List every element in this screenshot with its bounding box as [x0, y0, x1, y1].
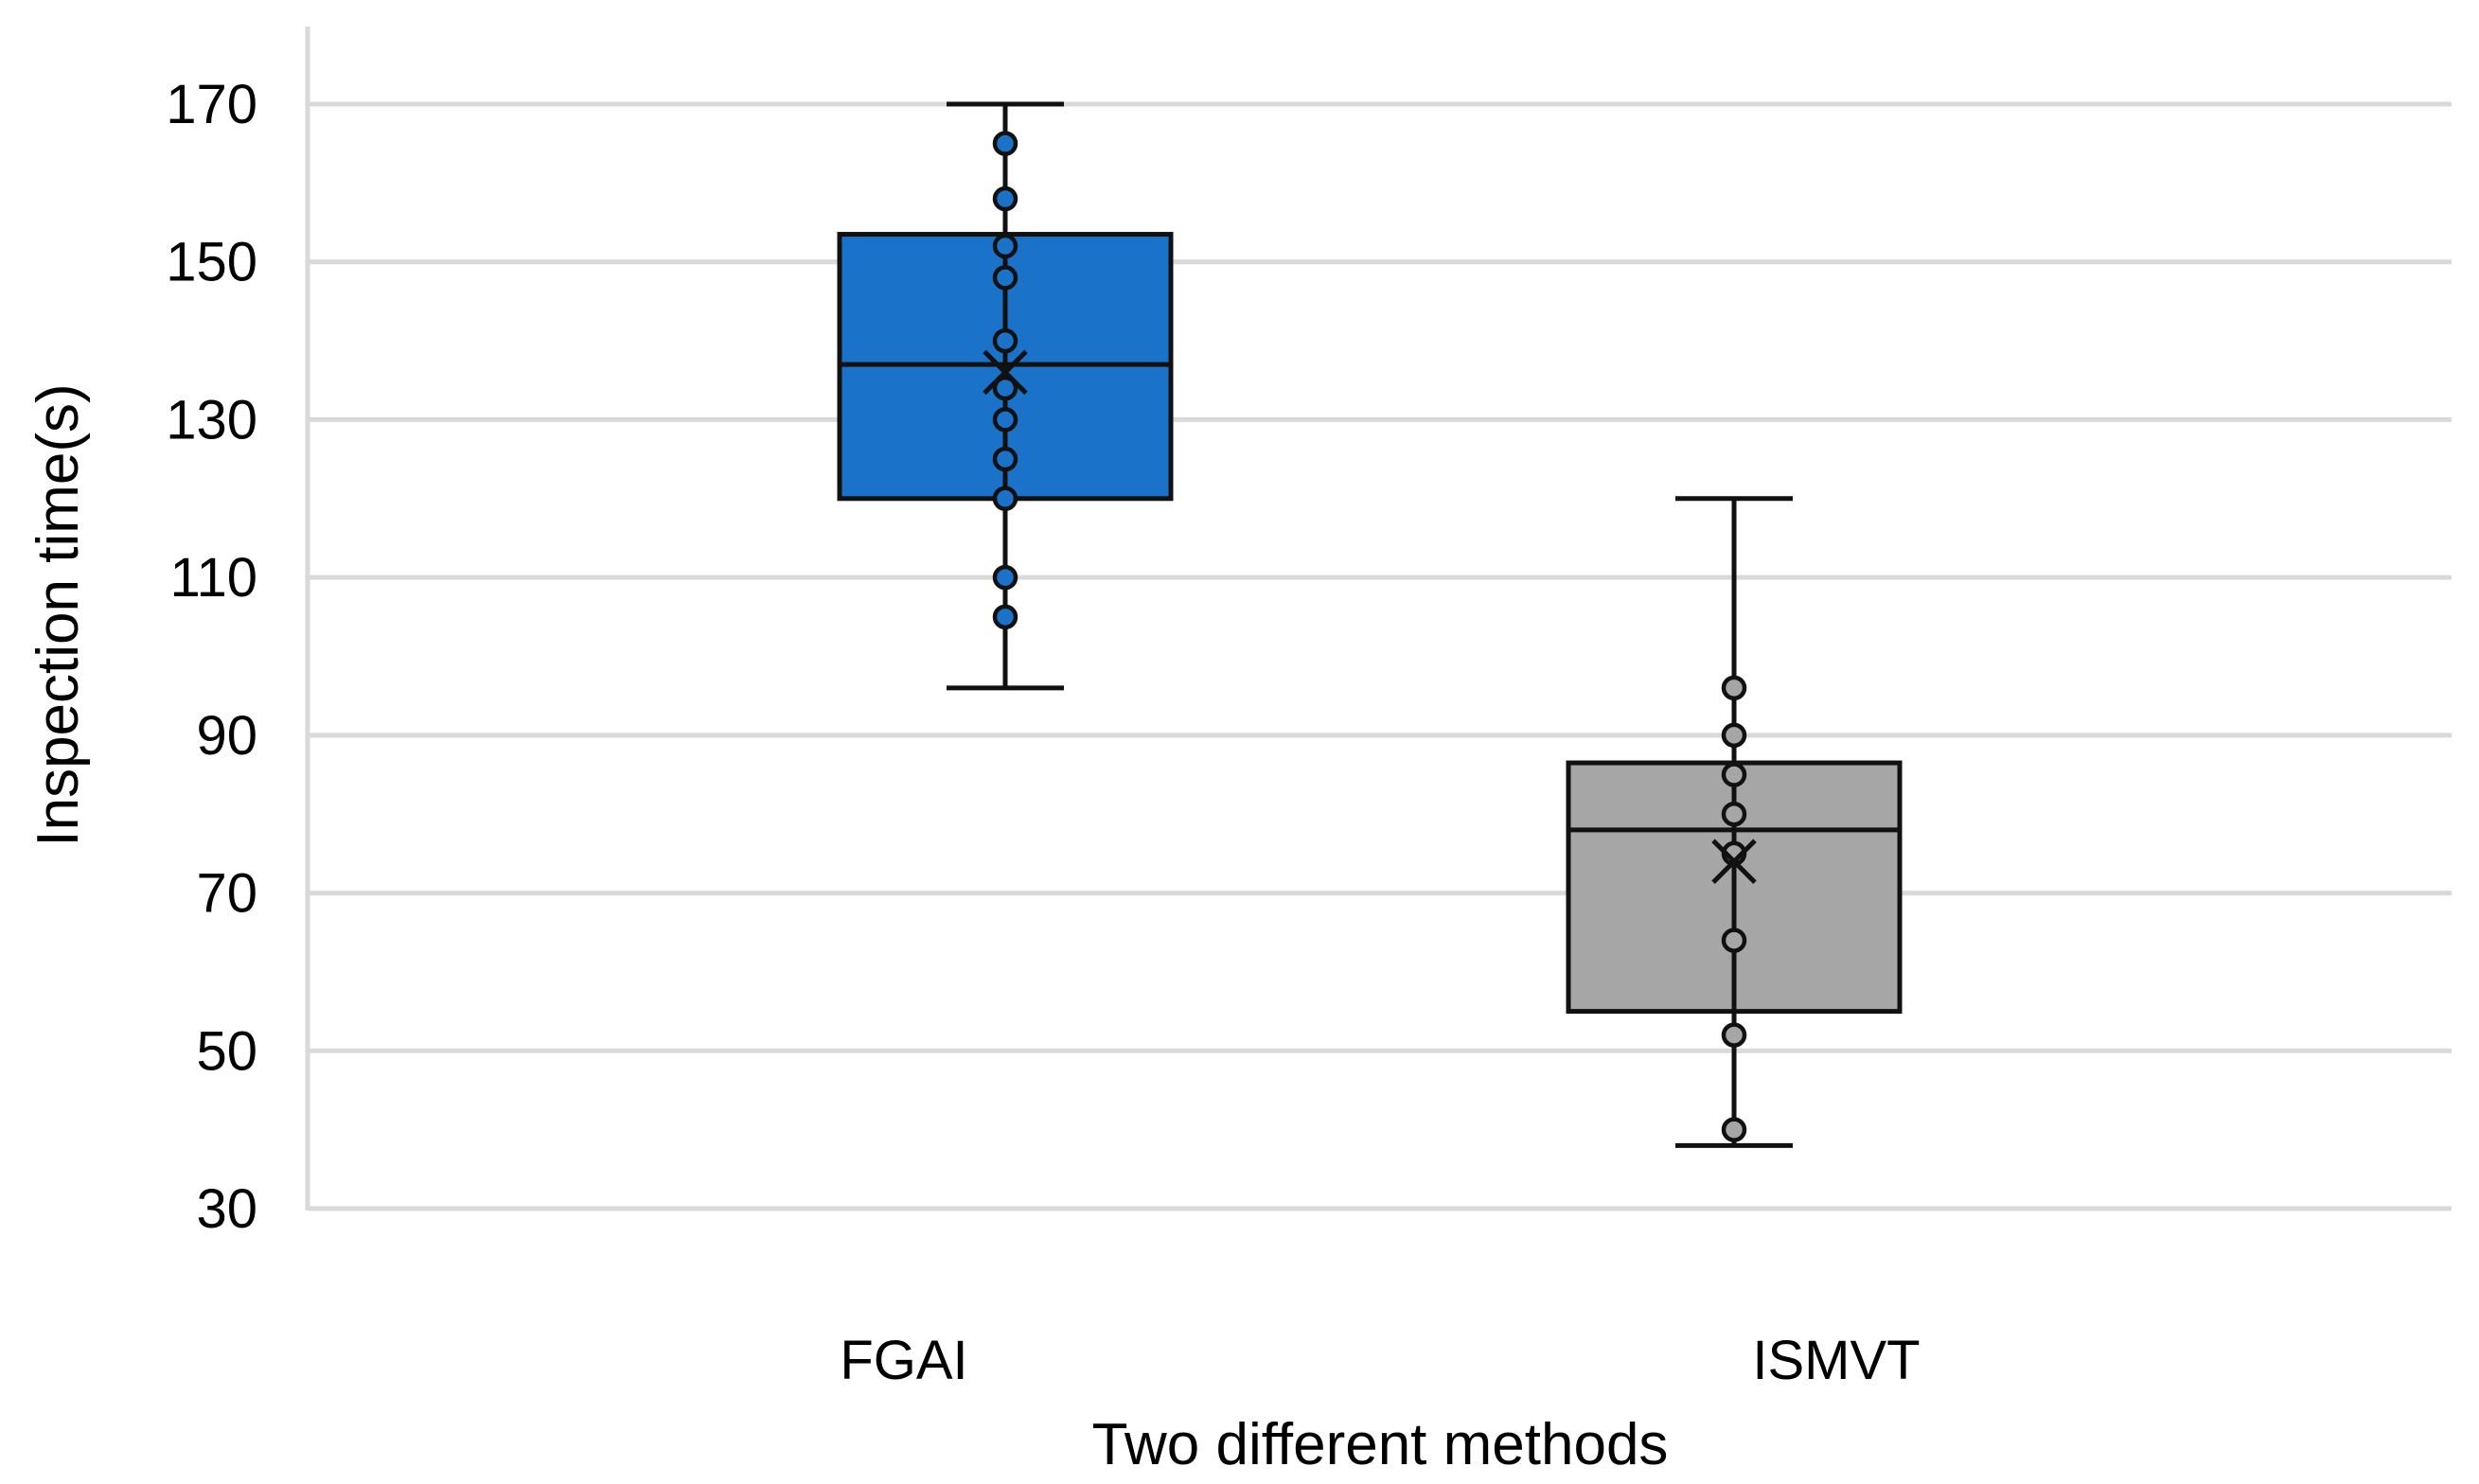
data-point: [1721, 1117, 1747, 1142]
data-point: [1721, 722, 1747, 749]
data-point: [992, 604, 1018, 630]
data-point: [992, 131, 1018, 156]
data-point: [992, 327, 1018, 354]
gridlines: [308, 101, 2452, 1211]
box-series: [837, 101, 1903, 1148]
mean-marker: [983, 349, 1028, 396]
x-axis-title: Two different methods: [1092, 1412, 1669, 1477]
data-point: [1721, 801, 1747, 827]
data-point: [992, 375, 1018, 401]
x-tick-label: FGAI: [840, 1330, 967, 1391]
x-tick-labels: FGAI ISMVT: [840, 1330, 1920, 1391]
y-tick-label: 50: [196, 1020, 257, 1082]
data-point: [1721, 762, 1747, 787]
data-point: [1721, 1022, 1747, 1048]
mean-marker-stroke: [1711, 839, 1757, 884]
y-tick-label: 170: [166, 74, 257, 135]
y-tick-label: 110: [170, 547, 257, 609]
data-point: [992, 446, 1018, 472]
data-point: [992, 407, 1018, 433]
y-tick-labels: 30 50 70 90 110 130 150 170: [166, 74, 257, 1240]
box-ismvt: [1566, 496, 1903, 1148]
box-fgai: [837, 101, 1174, 691]
data-point: [1721, 928, 1747, 953]
mean-marker-stroke: [983, 349, 1028, 396]
x-tick-label: ISMVT: [1752, 1330, 1920, 1391]
y-tick-label: 30: [196, 1178, 257, 1240]
data-point: [992, 486, 1018, 512]
y-tick-label: 150: [166, 232, 257, 293]
data-point: [992, 265, 1018, 291]
data-point: [992, 564, 1018, 591]
mean-marker: [1711, 839, 1757, 884]
y-tick-label: 130: [166, 389, 257, 450]
y-tick-label: 70: [196, 863, 257, 925]
y-axis-title: Inspection time(s): [26, 383, 91, 846]
y-tick-label: 90: [196, 705, 257, 767]
data-point: [992, 186, 1018, 212]
data-point: [992, 233, 1018, 259]
data-point: [1721, 675, 1747, 701]
